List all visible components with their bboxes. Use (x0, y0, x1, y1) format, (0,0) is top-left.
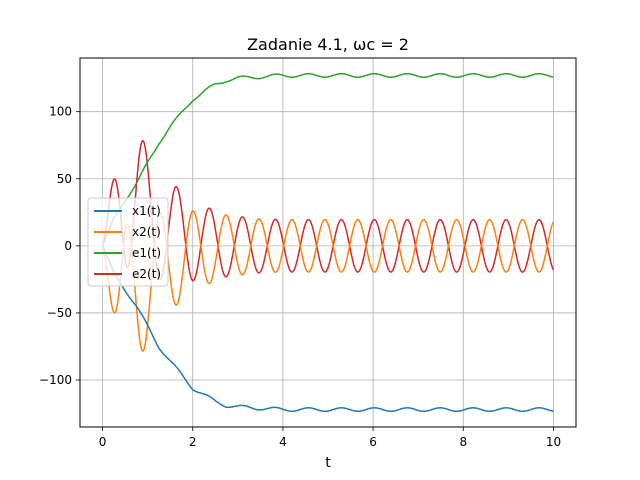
legend-box (87, 197, 169, 287)
legend-label: e1(t) (132, 246, 161, 260)
axes-frame (79, 57, 577, 428)
y-tick-label: 50 (57, 172, 72, 186)
chart-title: Zadanie 4.1, ωc = 2 (247, 35, 409, 54)
legend-label: e2(t) (132, 267, 161, 281)
x-tick-label: 0 (99, 435, 107, 449)
x-tick-label: 6 (369, 435, 377, 449)
x-axis: 0 2 4 6 8 10 (99, 427, 561, 449)
y-axis: −100 −50 0 50 100 (39, 105, 80, 387)
legend-label: x2(t) (132, 225, 161, 239)
series-line-e1t (101, 72, 554, 247)
series-line-x1t (101, 245, 554, 413)
legend-label: x1(t) (132, 204, 161, 218)
legend: x1(t) x2(t) e1(t) e2(t) (87, 197, 169, 287)
x-axis-label: t (325, 455, 331, 471)
y-tick-label: −100 (39, 373, 72, 387)
y-tick-label: −50 (47, 306, 72, 320)
y-tick-label: 0 (64, 239, 72, 253)
plot-area (101, 72, 555, 413)
x-tick-label: 4 (279, 435, 287, 449)
x-tick-label: 8 (459, 435, 467, 449)
y-tick-label: 100 (49, 105, 72, 119)
x-tick-label: 10 (546, 435, 561, 449)
x-tick-label: 2 (189, 435, 197, 449)
series-line-e2t (101, 139, 555, 282)
series-line-x2t (101, 210, 555, 352)
